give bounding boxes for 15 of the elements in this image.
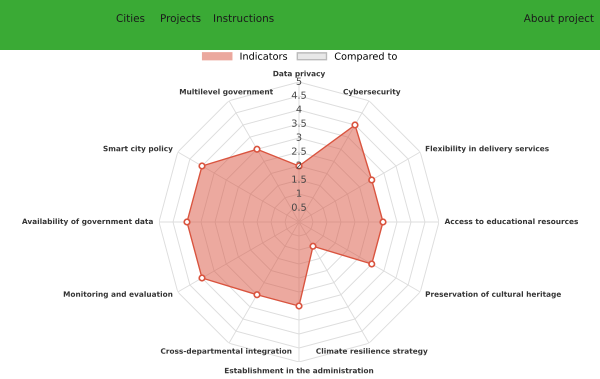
y-tick-label: 3: [296, 133, 302, 141]
text: About project: [524, 14, 594, 24]
y-tick-label: 3.5: [292, 119, 306, 127]
text: Projects: [161, 14, 201, 24]
y-tick-label: 4.5: [292, 92, 306, 99]
text: Instructions: [214, 14, 274, 22]
y-tick-label: 0.5: [292, 203, 306, 211]
y-tick-label: 1: [296, 190, 302, 197]
text: Cities: [116, 14, 144, 22]
y-tick-label: 5: [296, 78, 302, 85]
legend-label: Indicators: [240, 52, 288, 60]
y-tick-label: 4: [296, 106, 302, 113]
legend-label: Compared to: [334, 52, 397, 62]
y-tick-label: 2.5: [292, 147, 306, 155]
y-tick-label: 1.5: [292, 176, 306, 183]
